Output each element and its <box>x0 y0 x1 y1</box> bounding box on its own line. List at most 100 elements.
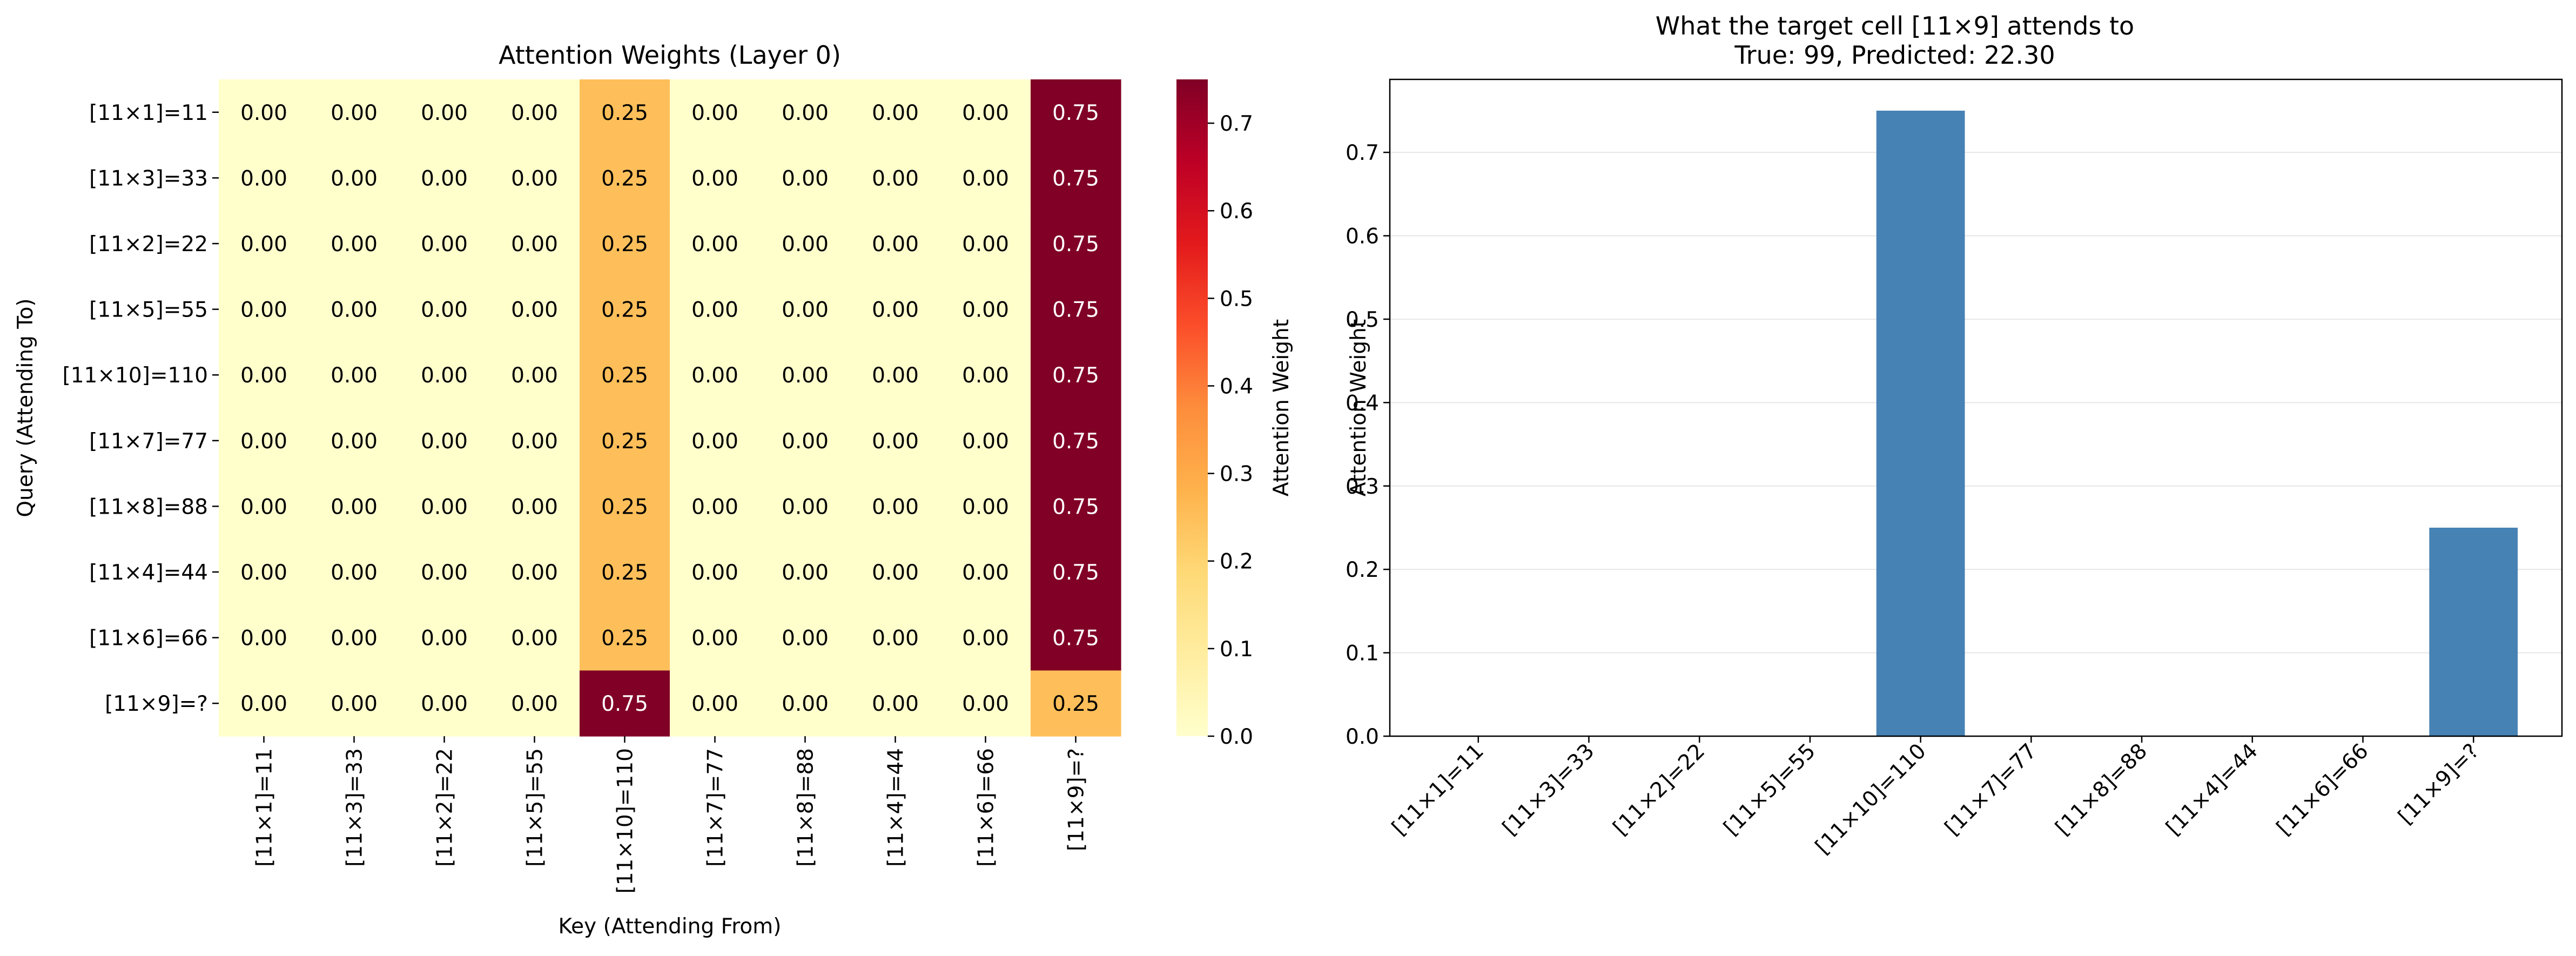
heatmap-cell-value: 0.75 <box>1052 298 1099 322</box>
heatmap-col-label: [11×1]=11 <box>253 748 277 867</box>
heatmap-cell <box>850 276 941 342</box>
heatmap-cell <box>219 539 310 605</box>
bar <box>2429 527 2518 736</box>
heatmap-cell <box>219 145 310 211</box>
heatmap-cell <box>399 276 490 342</box>
heatmap-cell-value: 0.00 <box>782 232 829 257</box>
heatmap-cell-value: 0.00 <box>240 429 287 454</box>
heatmap-cell-value: 0.00 <box>331 495 378 519</box>
heatmap-cell-value: 0.00 <box>421 495 468 519</box>
colorbar-tick-label: 0.2 <box>1220 550 1253 574</box>
heatmap-cell <box>760 79 851 146</box>
heatmap-row-label: [11×2]=22 <box>89 232 208 257</box>
heatmap-cell <box>489 670 580 737</box>
heatmap-cell-value: 0.00 <box>782 561 829 585</box>
heatmap-cell-value: 0.00 <box>421 627 468 651</box>
heatmap-cell <box>940 342 1031 408</box>
heatmap-cell-value: 0.00 <box>872 561 919 585</box>
heatmap-cell-value: 0.75 <box>1052 627 1099 651</box>
heatmap-cell <box>309 79 400 146</box>
heatmap-col-label: [11×6]=66 <box>974 748 999 867</box>
heatmap-cell-value: 0.00 <box>331 363 378 388</box>
heatmap-cell <box>1031 670 1121 737</box>
heatmap-cell <box>580 539 670 605</box>
heatmap-cell-value: 0.00 <box>962 298 1009 322</box>
heatmap-cell-value: 0.00 <box>240 692 287 716</box>
heatmap-cell <box>850 670 941 737</box>
heatmap-cell-value: 0.00 <box>782 627 829 651</box>
heatmap-cell-value: 0.25 <box>601 101 648 125</box>
heatmap-cell-value: 0.00 <box>691 627 738 651</box>
heatmap-col-label: [11×7]=77 <box>704 748 728 867</box>
heatmap-cell <box>850 79 941 146</box>
heatmap-cell <box>760 342 851 408</box>
heatmap-cell-value: 0.00 <box>782 495 829 519</box>
heatmap-cells: 0.00 0.00 0.00 0.00 0.25 0.00 0.00 0.00 0.00 0.75… <box>219 79 1121 737</box>
heatmap-cell-value: 0.00 <box>421 363 468 388</box>
heatmap-cell <box>309 342 400 408</box>
heatmap-cell-value: 0.00 <box>421 101 468 125</box>
heatmap-cell <box>850 408 941 474</box>
heatmap-cell-value: 0.00 <box>421 429 468 454</box>
heatmap-cell <box>580 211 670 277</box>
heatmap-cell <box>670 473 761 540</box>
heatmap-cell-value: 0.00 <box>782 166 829 191</box>
heatmap-cell <box>940 211 1031 277</box>
heatmap-cell-value: 0.00 <box>962 561 1009 585</box>
heatmap-cell-value: 0.00 <box>782 429 829 454</box>
heatmap-cell-value: 0.00 <box>511 561 558 585</box>
heatmap-cell <box>1031 276 1121 342</box>
heatmap-cell <box>399 408 490 474</box>
heatmap-row-label: [11×1]=11 <box>89 101 208 125</box>
heatmap-cell <box>670 276 761 342</box>
heatmap-cell-value: 0.00 <box>331 561 378 585</box>
heatmap-cell-value: 0.00 <box>691 101 738 125</box>
colorbar-tick-label: 0.5 <box>1220 287 1253 311</box>
heatmap-cell <box>489 539 580 605</box>
heatmap-cell-value: 0.25 <box>601 363 648 388</box>
heatmap-cell <box>580 473 670 540</box>
heatmap-cell <box>219 670 310 737</box>
heatmap-cell-value: 0.00 <box>782 692 829 716</box>
heatmap-cell <box>760 473 851 540</box>
heatmap-cell <box>1031 145 1121 211</box>
colorbar-gradient <box>1176 79 1208 736</box>
bar-y-tick-label: 0.4 <box>1346 391 1379 415</box>
heatmap-col-label: [11×5]=55 <box>523 748 548 867</box>
heatmap-cell-value: 0.00 <box>331 101 378 125</box>
bar-y-tick-label: 0.1 <box>1346 642 1379 666</box>
heatmap-cell <box>309 276 400 342</box>
heatmap-row-label: [11×3]=33 <box>89 166 208 191</box>
heatmap-cell <box>670 145 761 211</box>
heatmap-cell-value: 0.00 <box>421 232 468 257</box>
heatmap-col-label: [11×8]=88 <box>794 748 818 867</box>
heatmap-cell <box>580 604 670 671</box>
heatmap-cell-value: 0.00 <box>240 627 287 651</box>
heatmap-cell <box>399 604 490 671</box>
heatmap-cell-value: 0.00 <box>872 232 919 257</box>
heatmap-cell <box>309 145 400 211</box>
heatmap-cell <box>1031 211 1121 277</box>
heatmap-cell-value: 0.25 <box>601 495 648 519</box>
heatmap-cell-value: 0.75 <box>1052 495 1099 519</box>
heatmap-cell <box>580 342 670 408</box>
heatmap-cell-value: 0.00 <box>962 429 1009 454</box>
bar-y-tick-label: 0.2 <box>1346 558 1379 582</box>
heatmap-x-label: Key (Attending From) <box>559 914 782 939</box>
heatmap-cell <box>670 79 761 146</box>
heatmap-cell-value: 0.00 <box>240 101 287 125</box>
heatmap-cell <box>850 473 941 540</box>
heatmap-cell-value: 0.00 <box>962 627 1009 651</box>
heatmap-cell <box>309 604 400 671</box>
bar-chart-subtitle: True: 99, Predicted: 22.30 <box>1734 41 2055 70</box>
heatmap-cell <box>219 408 310 474</box>
heatmap-cell <box>1031 539 1121 605</box>
bar-y-tick-label: 0.0 <box>1346 725 1379 749</box>
heatmap-y-label: Query (Attending To) <box>14 298 38 517</box>
bar-y-label: Attention Weight <box>1347 319 1371 496</box>
heatmap-cell <box>399 211 490 277</box>
heatmap-col-label: [11×4]=44 <box>884 748 909 867</box>
heatmap-cell <box>940 276 1031 342</box>
heatmap-cell-value: 0.00 <box>331 298 378 322</box>
heatmap-col-label: [11×10]=110 <box>614 748 638 893</box>
